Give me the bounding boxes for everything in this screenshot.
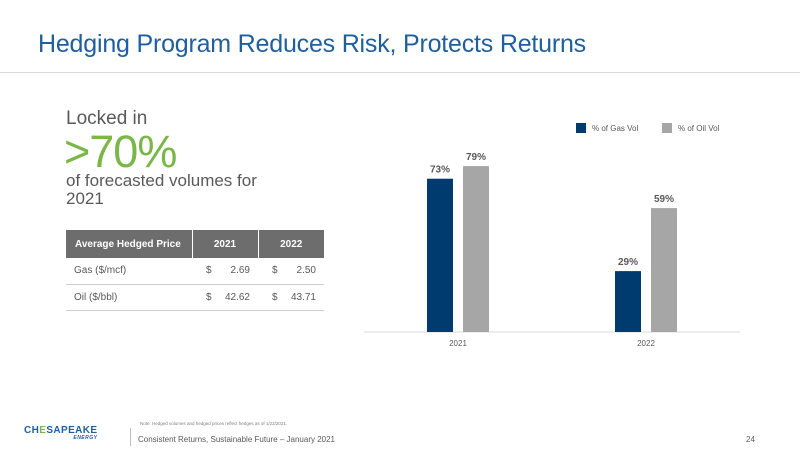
- legend-label: % of Oil Vol: [678, 124, 720, 133]
- footer-divider: [130, 428, 131, 446]
- data-label: 59%: [654, 194, 674, 205]
- logo-wordmark: CHESAPEAKE: [24, 425, 98, 436]
- data-label: 29%: [618, 257, 638, 268]
- footnote: Note: Hedged volumes and hedged prices r…: [140, 421, 288, 426]
- legend-label: % of Gas Vol: [592, 124, 638, 133]
- chart-bars: 73% 79% 29% 59%: [427, 152, 677, 332]
- legend-swatch: [662, 123, 672, 133]
- table-cell: $2.69: [192, 258, 258, 285]
- chart-axis: 2021 2022: [364, 331, 740, 348]
- callout-description: of forecasted volumes for 2021: [66, 171, 257, 208]
- logo-subtitle: ENERGY: [73, 435, 98, 441]
- currency-symbol: $: [272, 291, 278, 303]
- bar--of-oil-vol2022: [651, 208, 677, 332]
- data-label: 73%: [430, 165, 450, 176]
- bar--of-gas-vol2022: [615, 271, 641, 332]
- cell-value: 42.62: [224, 291, 250, 303]
- cell-value: 43.71: [290, 291, 316, 303]
- cell-value: 2.50: [296, 265, 316, 277]
- bar--of-oil-vol2021: [463, 166, 489, 332]
- chart-legend: % of Gas Vol % of Oil Vol: [576, 123, 720, 133]
- currency-symbol: $: [272, 265, 278, 277]
- page-number: 24: [746, 435, 755, 444]
- x-tick-label: 2022: [637, 339, 655, 348]
- table-cell: $2.50: [258, 258, 324, 285]
- table-cell: $42.62: [192, 284, 258, 311]
- title-divider: [0, 72, 800, 73]
- table-header: 2022: [257, 230, 324, 258]
- table-row: Oil ($/bbl) $42.62 $43.71: [66, 284, 324, 311]
- chesapeake-logo: CHESAPEAKE ENERGY: [24, 425, 97, 441]
- data-label: 79%: [466, 152, 486, 163]
- table-header-row: Average Hedged Price 2021 2022: [66, 230, 324, 258]
- currency-symbol: $: [206, 265, 212, 277]
- legend-swatch: [576, 123, 586, 133]
- currency-symbol: $: [206, 291, 212, 303]
- footer-text: Consistent Returns, Sustainable Future –…: [138, 435, 336, 444]
- page-title: Hedging Program Reduces Risk, Protects R…: [38, 30, 586, 58]
- cell-value: 2.69: [230, 265, 250, 277]
- table-cell: $43.71: [258, 284, 324, 311]
- table-header: Average Hedged Price: [66, 230, 192, 258]
- callout-big-number: >70%: [64, 126, 177, 177]
- x-tick-label: 2021: [449, 339, 467, 348]
- hedged-price-table: Average Hedged Price 2021 2022 Gas ($/mc…: [66, 230, 324, 311]
- table-header: 2021: [191, 230, 258, 258]
- table-row: Gas ($/mcf) $2.69 $2.50: [66, 258, 324, 285]
- row-label: Oil ($/bbl): [66, 284, 192, 311]
- callout-locked-text: Locked in: [66, 108, 148, 129]
- bar--of-gas-vol2021: [427, 178, 453, 332]
- row-label: Gas ($/mcf): [66, 258, 192, 285]
